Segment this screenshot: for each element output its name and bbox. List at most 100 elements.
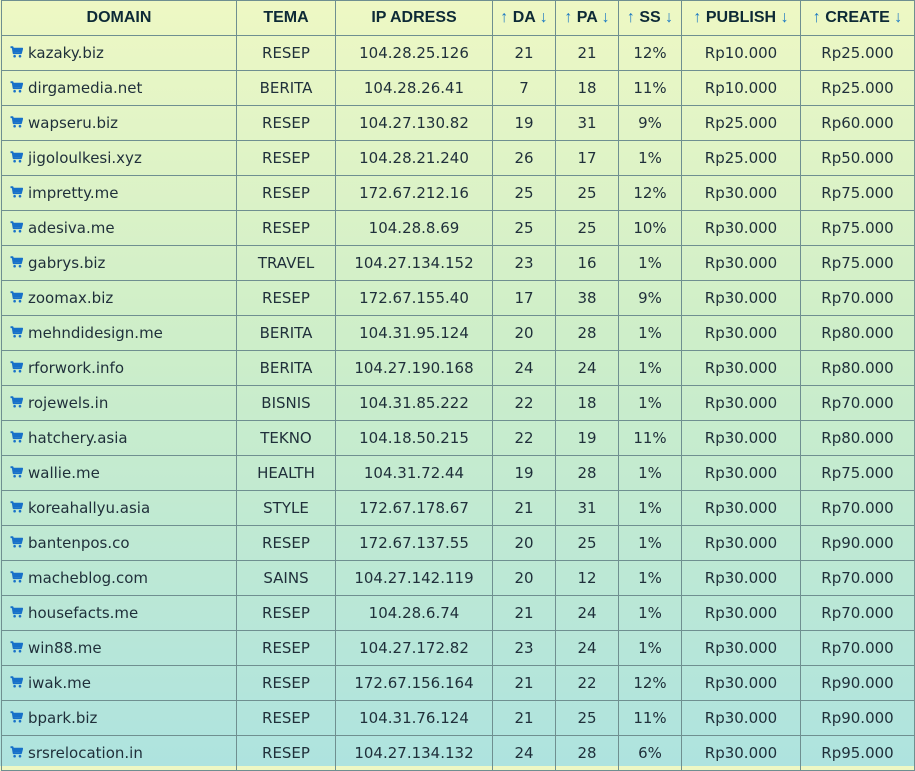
cart-icon[interactable] <box>10 571 24 587</box>
domain-cell[interactable]: iwak.me <box>1 665 237 701</box>
domain-cell[interactable]: hatchery.asia <box>1 420 237 456</box>
domain-cell[interactable]: kazaky.biz <box>1 35 237 71</box>
domain-cell[interactable]: koreahallyu.asia <box>1 490 237 526</box>
cart-icon[interactable] <box>10 606 24 622</box>
publish-cell: Rp30.000 <box>681 420 801 456</box>
domain-cell[interactable]: jigoloulkesi.xyz <box>1 140 237 176</box>
tema-cell: BERITA <box>236 350 336 386</box>
tema-cell: RESEP <box>236 175 336 211</box>
table-body: kazaky.biz RESEP 104.28.25.126 21 21 12%… <box>1 35 915 771</box>
domain-name[interactable]: rforwork.info <box>28 359 124 377</box>
cart-icon[interactable] <box>10 326 24 342</box>
header-da[interactable]: ↑ DA ↓ <box>492 0 556 36</box>
cart-icon[interactable] <box>10 711 24 727</box>
domain-name[interactable]: housefacts.me <box>28 604 139 622</box>
create-cell: Rp70.000 <box>800 630 915 666</box>
domain-name[interactable]: gabrys.biz <box>28 254 106 272</box>
cart-icon[interactable] <box>10 536 24 552</box>
domain-cell[interactable]: adesiva.me <box>1 210 237 246</box>
header-pa[interactable]: ↑ PA ↓ <box>555 0 619 36</box>
ss-cell: 1% <box>618 455 682 491</box>
cart-icon[interactable] <box>10 641 24 657</box>
domain-name[interactable]: jigoloulkesi.xyz <box>28 149 142 167</box>
domain-cell[interactable]: rforwork.info <box>1 350 237 386</box>
pa-cell: 25 <box>555 700 619 736</box>
table-row: win88.me RESEP 104.27.172.82 23 24 1% Rp… <box>1 630 915 666</box>
cart-icon[interactable] <box>10 431 24 447</box>
cart-icon[interactable] <box>10 256 24 272</box>
domain-name[interactable]: kazaky.biz <box>28 44 104 62</box>
cart-icon[interactable] <box>10 81 24 97</box>
sort-asc-icon[interactable]: ↑ <box>626 9 635 26</box>
cart-icon[interactable] <box>10 676 24 692</box>
cart-icon[interactable] <box>10 291 24 307</box>
domain-cell[interactable]: bpark.biz <box>1 700 237 736</box>
domain-name[interactable]: adesiva.me <box>28 219 115 237</box>
create-cell: Rp25.000 <box>800 35 915 71</box>
tema-cell: RESEP <box>236 140 336 176</box>
publish-cell: Rp30.000 <box>681 665 801 701</box>
domain-name[interactable]: wallie.me <box>28 464 100 482</box>
domain-cell[interactable]: rojewels.in <box>1 385 237 421</box>
domain-name[interactable]: srsrelocation.in <box>28 744 143 762</box>
sort-asc-icon[interactable]: ↑ <box>812 9 821 26</box>
ip-cell: 104.28.21.240 <box>335 140 493 176</box>
sort-asc-icon[interactable]: ↑ <box>693 9 702 26</box>
domain-name[interactable]: win88.me <box>28 639 102 657</box>
create-cell: Rp75.000 <box>800 175 915 211</box>
sort-asc-icon[interactable]: ↑ <box>564 9 573 26</box>
domain-cell[interactable]: mehndidesign.me <box>1 315 237 351</box>
sort-desc-icon[interactable]: ↓ <box>539 9 548 26</box>
domain-cell[interactable]: win88.me <box>1 630 237 666</box>
ss-cell: 1% <box>618 140 682 176</box>
domain-name[interactable]: rojewels.in <box>28 394 109 412</box>
cart-icon[interactable] <box>10 396 24 412</box>
create-cell: Rp75.000 <box>800 455 915 491</box>
domain-cell[interactable]: gabrys.biz <box>1 245 237 281</box>
domain-name[interactable]: mehndidesign.me <box>28 324 163 342</box>
domain-name[interactable]: zoomax.biz <box>28 289 114 307</box>
domain-cell[interactable]: impretty.me <box>1 175 237 211</box>
domain-name[interactable]: bpark.biz <box>28 709 98 727</box>
domain-cell[interactable]: srsrelocation.in <box>1 735 237 771</box>
domain-cell[interactable]: macheblog.com <box>1 560 237 596</box>
domain-name[interactable]: iwak.me <box>28 674 91 692</box>
sort-desc-icon[interactable]: ↓ <box>665 9 674 26</box>
cart-icon[interactable] <box>10 466 24 482</box>
cart-icon[interactable] <box>10 186 24 202</box>
ss-cell: 11% <box>618 700 682 736</box>
domain-cell[interactable]: wallie.me <box>1 455 237 491</box>
publish-cell: Rp25.000 <box>681 140 801 176</box>
domain-cell[interactable]: dirgamedia.net <box>1 70 237 106</box>
domain-name[interactable]: macheblog.com <box>28 569 148 587</box>
domain-name[interactable]: impretty.me <box>28 184 119 202</box>
domain-name[interactable]: bantenpos.co <box>28 534 130 552</box>
da-cell: 19 <box>492 455 556 491</box>
header-create[interactable]: ↑ CREATE ↓ <box>800 0 915 36</box>
domain-name[interactable]: koreahallyu.asia <box>28 499 151 517</box>
domain-name[interactable]: dirgamedia.net <box>28 79 143 97</box>
domain-cell[interactable]: housefacts.me <box>1 595 237 631</box>
cart-icon[interactable] <box>10 151 24 167</box>
header-ss[interactable]: ↑ SS ↓ <box>618 0 682 36</box>
cart-icon[interactable] <box>10 46 24 62</box>
sort-asc-icon[interactable]: ↑ <box>500 9 509 26</box>
sort-desc-icon[interactable]: ↓ <box>780 9 789 26</box>
domain-cell[interactable]: bantenpos.co <box>1 525 237 561</box>
ip-cell: 172.67.178.67 <box>335 490 493 526</box>
domain-name[interactable]: wapseru.biz <box>28 114 119 132</box>
domain-cell[interactable]: wapseru.biz <box>1 105 237 141</box>
cart-icon[interactable] <box>10 746 24 762</box>
domain-cell[interactable]: zoomax.biz <box>1 280 237 316</box>
cart-icon[interactable] <box>10 221 24 237</box>
da-cell: 26 <box>492 140 556 176</box>
sort-desc-icon[interactable]: ↓ <box>894 9 903 26</box>
cart-icon[interactable] <box>10 116 24 132</box>
sort-desc-icon[interactable]: ↓ <box>601 9 610 26</box>
table-row: iwak.me RESEP 172.67.156.164 21 22 12% R… <box>1 665 915 701</box>
cart-icon[interactable] <box>10 501 24 517</box>
cart-icon[interactable] <box>10 361 24 377</box>
domain-name[interactable]: hatchery.asia <box>28 429 128 447</box>
table-row: housefacts.me RESEP 104.28.6.74 21 24 1%… <box>1 595 915 631</box>
header-publish[interactable]: ↑ PUBLISH ↓ <box>681 0 801 36</box>
